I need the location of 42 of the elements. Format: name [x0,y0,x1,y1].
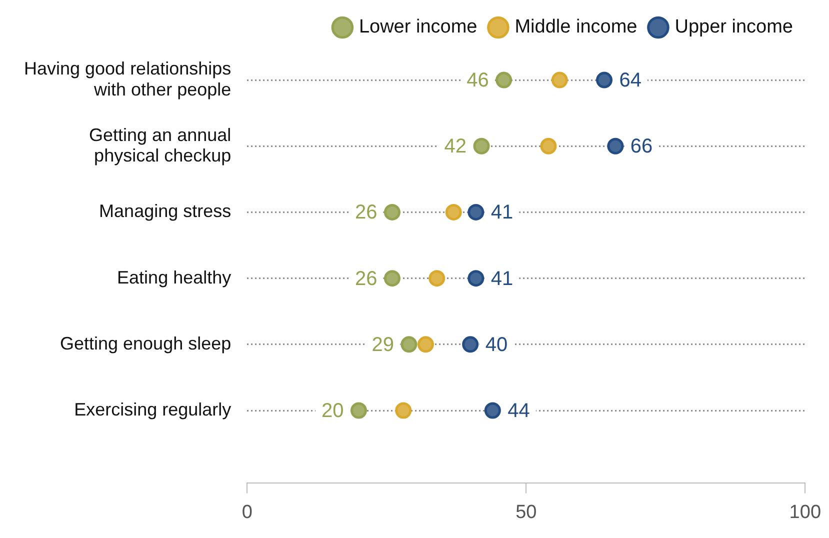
data-label: 41 [490,202,514,224]
data-label: 20 [321,400,344,422]
data-label: 44 [508,400,530,422]
data-label: 41 [490,268,514,290]
point [445,204,462,220]
point [484,402,501,419]
point [395,402,412,419]
y-tick-label: Getting an annual physical checkup [89,124,232,166]
y-tick-label: Having good relationships with other people [24,58,232,100]
point [496,72,512,88]
x-tick-label: 100 [789,502,821,523]
legend-label: Lower income [358,16,478,38]
x-tick-label: 0 [242,502,252,523]
point [384,204,400,220]
point [473,138,490,154]
point [596,72,613,88]
data-label: 66 [630,136,653,158]
legend-label: Upper income [674,16,794,38]
point [551,72,568,88]
point [607,138,624,154]
point [400,336,418,353]
data-label: 26 [354,268,378,290]
point [540,138,557,154]
y-tick-label: Eating healthy [117,267,232,288]
point [384,270,400,287]
point [468,270,484,287]
y-tick-label: Exercising regularly [74,399,232,420]
data-label: 42 [444,136,467,158]
point [468,204,484,220]
data-label: 46 [466,70,489,92]
point [462,336,479,353]
y-tick-label: Getting enough sleep [60,333,232,354]
data-label: 26 [354,202,378,224]
legend-label: Middle income [514,16,638,38]
data-label: 64 [619,70,642,92]
point [417,336,434,353]
point [350,402,367,419]
x-tick-label: 50 [516,502,537,523]
data-label: 40 [485,334,508,356]
data-label: 29 [372,334,394,356]
y-tick-label: Managing stress [99,201,232,222]
point [428,270,446,287]
